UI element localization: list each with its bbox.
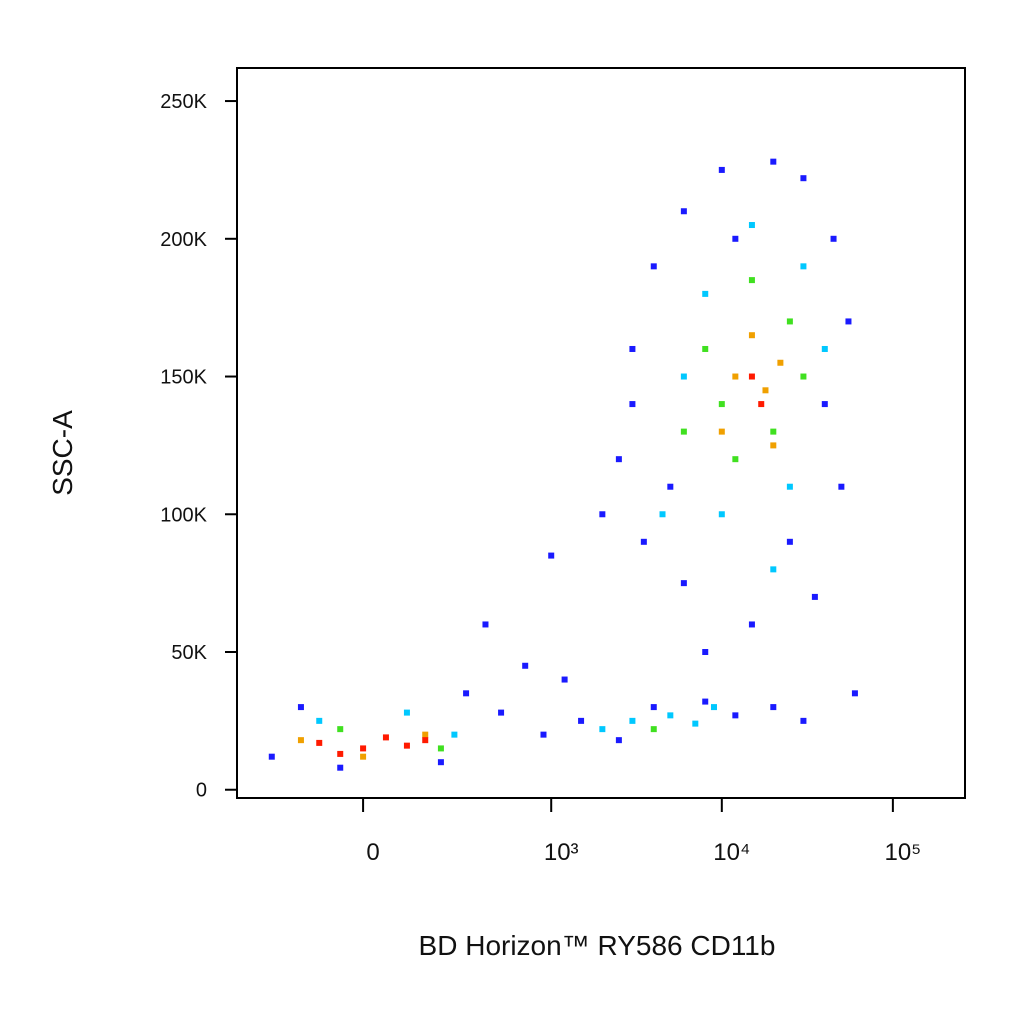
point (732, 712, 739, 719)
point (578, 717, 585, 724)
point (337, 764, 344, 771)
point (680, 373, 687, 380)
x-axis-label: BD Horizon™ RY586 CD11b (419, 930, 776, 961)
point (680, 428, 687, 435)
point (770, 428, 777, 435)
point (650, 263, 657, 270)
point (680, 580, 687, 587)
point (451, 731, 458, 738)
point (360, 745, 367, 752)
point (718, 166, 725, 173)
point (561, 676, 568, 683)
x-tick-label: 0 (366, 839, 379, 866)
point (615, 737, 622, 744)
point (710, 704, 717, 711)
point (482, 621, 489, 628)
point (732, 373, 739, 380)
plot-frame (236, 67, 966, 799)
point (599, 726, 606, 733)
point (599, 511, 606, 518)
y-tick-label: 150K (160, 367, 207, 389)
point (403, 709, 410, 716)
point (821, 345, 828, 352)
x-tick-label: 10⁵ (885, 839, 922, 866)
point (463, 690, 470, 697)
point (748, 621, 755, 628)
y-tick-label: 200K (160, 229, 207, 251)
point (297, 704, 304, 711)
point (821, 401, 828, 408)
point (268, 753, 275, 760)
point (382, 734, 389, 741)
point (702, 698, 709, 705)
point (629, 717, 636, 724)
point (770, 442, 777, 449)
point (667, 483, 674, 490)
point (640, 538, 647, 545)
y-tick-label: 0 (196, 780, 207, 802)
point (692, 720, 699, 727)
point (659, 511, 666, 518)
point (316, 717, 323, 724)
point (748, 373, 755, 380)
point (758, 401, 765, 408)
point (650, 704, 657, 711)
point (800, 263, 807, 270)
y-axis-label: SSC-A (47, 410, 78, 496)
point (732, 456, 739, 463)
point (337, 726, 344, 733)
point (786, 483, 793, 490)
point (748, 332, 755, 339)
point (702, 649, 709, 655)
y-tick-label: 100K (160, 504, 207, 526)
point (437, 745, 444, 752)
point (851, 690, 858, 697)
point (548, 552, 555, 559)
point (403, 742, 410, 749)
point (777, 359, 784, 366)
point (667, 712, 674, 719)
x-tick-label: 10³ (544, 839, 579, 866)
point (838, 483, 845, 490)
point (540, 731, 547, 738)
point (522, 662, 529, 669)
point (800, 717, 807, 724)
point (845, 318, 852, 325)
point (498, 709, 505, 716)
point (770, 566, 777, 573)
point (437, 759, 444, 766)
point (732, 235, 739, 242)
point (337, 750, 344, 757)
point (316, 739, 323, 746)
point (360, 753, 367, 760)
point (422, 731, 429, 738)
point (422, 737, 429, 744)
point (770, 158, 777, 165)
point (702, 345, 709, 352)
y-tick-label: 250K (160, 91, 207, 113)
point (762, 387, 769, 394)
point (800, 373, 807, 380)
point (718, 428, 725, 435)
point (748, 277, 755, 284)
point (770, 704, 777, 711)
point (680, 208, 687, 215)
point (650, 726, 657, 733)
point (615, 456, 622, 463)
point (786, 538, 793, 545)
point (811, 593, 818, 600)
x-tick-label: 10⁴ (713, 839, 750, 866)
point (297, 737, 304, 744)
point (702, 290, 709, 297)
point (629, 345, 636, 352)
point (718, 401, 725, 408)
point (830, 235, 837, 242)
point (786, 318, 793, 325)
point (800, 175, 807, 182)
point (748, 222, 755, 229)
y-tick-label: 50K (171, 642, 207, 664)
point (718, 511, 725, 518)
point (629, 401, 636, 408)
